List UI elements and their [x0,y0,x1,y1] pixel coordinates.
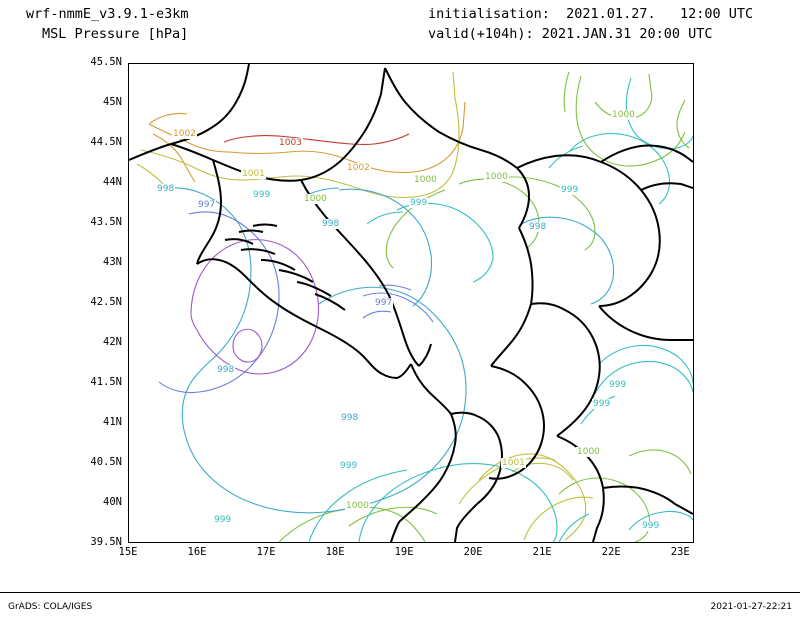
y-tick-label: 45.5N [90,56,122,68]
contour-label: 999 [560,185,580,195]
y-tick-label: 40.5N [90,456,122,468]
contour-label: 1000 [484,172,509,182]
initialisation-time: initialisation: 2021.01.27. 12:00 UTC [428,6,754,22]
x-tick-label: 15E [118,546,138,558]
y-tick-label: 43.5N [90,216,122,228]
contour-label: 998 [156,184,176,194]
contour-label: 999 [409,198,429,208]
contour-label: 1001 [501,458,526,468]
footer-divider [0,592,800,593]
contour-label: 999 [608,380,628,390]
contour-label: 997 [374,298,394,308]
x-tick-label: 23E [670,546,690,558]
y-tick-label: 44N [103,176,122,188]
y-tick-label: 44.5N [90,136,122,148]
generation-timestamp: 2021-01-27-22:21 [710,602,793,612]
contour-label: 1000 [413,175,438,185]
y-tick-label: 42.5N [90,296,122,308]
contour-label: 1002 [172,129,197,139]
y-tick-label: 40N [103,496,122,508]
y-tick-label: 43N [103,256,122,268]
y-tick-label: 41.5N [90,376,122,388]
x-tick-label: 16E [187,546,207,558]
contour-label: 997 [197,200,217,210]
x-tick-label: 18E [325,546,345,558]
y-tick-label: 41N [103,416,122,428]
contour-label: 998 [528,222,548,232]
contour-label: 999 [641,521,661,531]
contour-label: 1000 [611,110,636,120]
x-tick-label: 21E [532,546,552,558]
variable-title: MSL Pressure [hPa] [42,26,189,42]
contour-label: 1000 [303,194,328,204]
y-tick-label: 39.5N [90,536,122,548]
x-tick-label: 17E [256,546,276,558]
contour-label: 1001 [241,169,266,179]
y-tick-label: 45N [103,96,122,108]
contour-label: 999 [252,190,272,200]
contour-map-plot: 1002 1003 1002 1001 1000 1000 1000 999 998 999 100… [128,63,694,543]
contour-label: 998 [321,219,341,229]
y-tick-label: 42N [103,336,122,348]
contour-label: 998 [340,413,360,423]
contour-label: 999 [339,461,359,471]
x-tick-label: 19E [394,546,414,558]
contour-label: 999 [592,399,612,409]
model-title: wrf-nmmE_v3.9.1-e3km [26,6,189,22]
map-svg [129,64,693,542]
contour-label: 999 [213,515,233,525]
grads-credit: GrADS: COLA/IGES [8,602,93,612]
contour-label: 1002 [346,163,371,173]
valid-time: valid(+104h): 2021.JAN.31 20:00 UTC [428,26,713,42]
contour-label: 1000 [576,447,601,457]
x-tick-label: 20E [463,546,483,558]
contour-lines [136,71,693,542]
contour-label: 1003 [278,138,303,148]
contour-label: 1000 [345,501,370,511]
x-tick-label: 22E [601,546,621,558]
contour-label: 998 [216,365,236,375]
coastlines-and-borders [129,64,693,542]
